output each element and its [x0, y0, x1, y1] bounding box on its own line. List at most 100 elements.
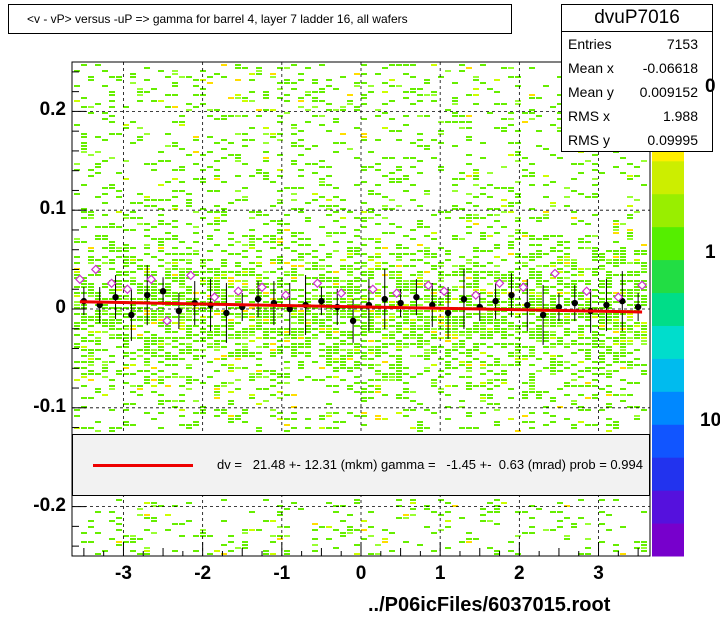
histogram-cell	[578, 307, 584, 309]
histogram-cell	[578, 343, 584, 345]
histogram-cell	[627, 196, 633, 198]
histogram-cell	[347, 514, 353, 516]
histogram-cell	[326, 109, 332, 111]
histogram-cell	[102, 361, 108, 363]
histogram-cell	[333, 250, 339, 252]
histogram-cell	[466, 154, 472, 156]
histogram-cell	[116, 271, 122, 273]
histogram-cell	[361, 400, 367, 402]
histogram-cell	[529, 517, 535, 519]
histogram-cell	[186, 205, 192, 207]
histogram-cell	[270, 238, 276, 240]
histogram-cell	[242, 97, 248, 99]
histogram-cell	[284, 112, 290, 114]
histogram-cell	[459, 517, 465, 519]
histogram-cell	[123, 541, 129, 543]
histogram-cell	[592, 343, 598, 345]
histogram-cell	[179, 280, 185, 282]
histogram-cell	[144, 502, 150, 504]
histogram-cell	[459, 301, 465, 303]
histogram-cell	[494, 325, 500, 327]
histogram-cell	[571, 280, 577, 282]
histogram-cell	[368, 379, 374, 381]
histogram-cell	[557, 343, 563, 345]
histogram-cell	[620, 259, 626, 261]
palette-band	[652, 490, 684, 524]
histogram-cell	[396, 370, 402, 372]
histogram-cell	[256, 427, 262, 429]
histogram-cell	[613, 250, 619, 252]
histogram-cell	[354, 247, 360, 249]
histogram-cell	[326, 85, 332, 87]
histogram-cell	[403, 343, 409, 345]
histogram-cell	[284, 424, 290, 426]
histogram-cell	[116, 334, 122, 336]
histogram-cell	[305, 418, 311, 420]
histogram-cell	[375, 169, 381, 171]
histogram-cell	[319, 349, 325, 351]
histogram-cell	[354, 304, 360, 306]
histogram-cell	[221, 520, 227, 522]
histogram-cell	[277, 82, 283, 84]
histogram-cell	[375, 256, 381, 258]
histogram-cell	[361, 322, 367, 324]
histogram-cell	[74, 334, 80, 336]
histogram-cell	[179, 286, 185, 288]
histogram-cell	[165, 232, 171, 234]
histogram-cell	[466, 361, 472, 363]
histogram-cell	[431, 331, 437, 333]
histogram-cell	[221, 262, 227, 264]
histogram-cell	[487, 334, 493, 336]
histogram-cell	[249, 373, 255, 375]
histogram-cell	[235, 79, 241, 81]
histogram-cell	[550, 400, 556, 402]
histogram-cell	[305, 310, 311, 312]
histogram-cell	[340, 217, 346, 219]
histogram-cell	[193, 412, 199, 414]
histogram-cell	[375, 328, 381, 330]
histogram-cell	[81, 136, 87, 138]
histogram-cell	[354, 298, 360, 300]
histogram-cell	[599, 352, 605, 354]
histogram-cell	[494, 553, 500, 555]
histogram-cell	[627, 325, 633, 327]
histogram-cell	[172, 358, 178, 360]
histogram-cell	[291, 127, 297, 129]
histogram-cell	[459, 271, 465, 273]
histogram-cell	[137, 394, 143, 396]
histogram-cell	[249, 238, 255, 240]
histogram-cell	[613, 319, 619, 321]
histogram-cell	[333, 376, 339, 378]
histogram-cell	[501, 67, 507, 69]
histogram-cell	[564, 319, 570, 321]
histogram-cell	[543, 217, 549, 219]
histogram-cell	[284, 262, 290, 264]
histogram-cell	[228, 367, 234, 369]
histogram-cell	[235, 133, 241, 135]
histogram-cell	[235, 241, 241, 243]
histogram-cell	[298, 130, 304, 132]
histogram-cell	[431, 289, 437, 291]
histogram-cell	[263, 331, 269, 333]
histogram-cell	[501, 199, 507, 201]
histogram-cell	[179, 319, 185, 321]
histogram-cell	[102, 325, 108, 327]
histogram-cell	[228, 355, 234, 357]
histogram-cell	[466, 370, 472, 372]
histogram-cell	[571, 211, 577, 213]
histogram-cell	[529, 235, 535, 237]
histogram-cell	[333, 196, 339, 198]
histogram-cell	[102, 262, 108, 264]
histogram-cell	[606, 352, 612, 354]
histogram-cell	[361, 391, 367, 393]
histogram-cell	[627, 235, 633, 237]
histogram-cell	[214, 286, 220, 288]
histogram-cell	[403, 124, 409, 126]
histogram-cell	[494, 343, 500, 345]
histogram-cell	[368, 535, 374, 537]
histogram-cell	[298, 289, 304, 291]
histogram-cell	[109, 385, 115, 387]
histogram-cell	[382, 379, 388, 381]
histogram-cell	[347, 292, 353, 294]
histogram-cell	[459, 310, 465, 312]
